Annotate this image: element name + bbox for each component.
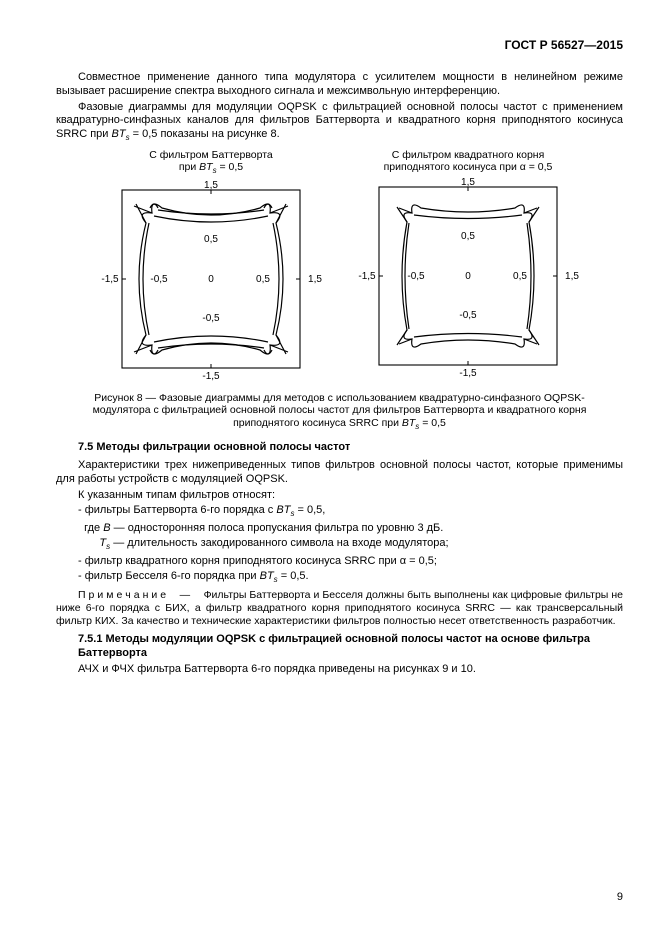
- filter-item-srrc: - фильтр квадратного корня приподнятого …: [78, 555, 623, 569]
- svg-text:0,5: 0,5: [461, 231, 475, 242]
- svg-text:-0,5: -0,5: [407, 271, 425, 282]
- phase-svg-srrc: 1,5 0,5 0 -0,5 -1,5 -1,5 -0,5 0,5 1,5: [349, 175, 587, 383]
- paragraph-2: Фазовые диаграммы для модуляции OQPSK с …: [56, 101, 623, 144]
- svg-text:-1,5: -1,5: [459, 368, 477, 379]
- section-7-5-title: 7.5 Методы фильтрации основной полосы ча…: [78, 441, 623, 455]
- where-Ts: Ts — длительность закодированного символ…: [78, 537, 623, 552]
- svg-text:-0,5: -0,5: [150, 274, 168, 285]
- paragraph-3: Характеристики трех нижеприведенных типо…: [56, 459, 623, 487]
- svg-text:-0,5: -0,5: [202, 313, 220, 324]
- filter-item-butterworth: - фильтры Баттерворта 6-го порядка с BTs…: [78, 504, 623, 519]
- svg-text:-1,5: -1,5: [358, 271, 376, 282]
- section-7-5-1-title: 7.5.1 Методы модуляции OQPSK с фильтраци…: [78, 633, 623, 661]
- svg-text:-1,5: -1,5: [101, 274, 119, 285]
- svg-text:0: 0: [208, 274, 214, 285]
- svg-text:-0,5: -0,5: [459, 310, 477, 321]
- svg-text:0,5: 0,5: [204, 234, 218, 245]
- page: ГОСТ Р 56527—2015 Совместное применение …: [0, 0, 661, 935]
- paragraph-1: Совместное применение данного типа модул…: [56, 71, 623, 99]
- svg-text:0,5: 0,5: [256, 274, 270, 285]
- svg-text:0,5: 0,5: [513, 271, 527, 282]
- paragraph-4: К указанным типам фильтров относят:: [56, 489, 623, 503]
- svg-text:1,5: 1,5: [565, 271, 579, 282]
- filter-item-bessel: - фильтр Бесселя 6-го порядка при BTs = …: [78, 570, 623, 585]
- svg-text:0: 0: [465, 271, 471, 282]
- diagram-butterworth: С фильтром Баттерворта при BTs = 0,5 1,5…: [92, 149, 330, 385]
- para2-text-b: = 0,5 показаны на рисунке 8.: [130, 128, 280, 140]
- diag2-title: С фильтром квадратного корня приподнятог…: [349, 149, 587, 173]
- paragraph-5: АЧХ и ФЧХ фильтра Баттерворта 6-го поряд…: [56, 663, 623, 677]
- svg-text:1,5: 1,5: [204, 180, 218, 191]
- svg-text:1,5: 1,5: [308, 274, 322, 285]
- where-B: где B — односторонняя полоса пропускания…: [78, 522, 623, 536]
- phase-svg-butterworth: 1,5 0,5 0 -0,5 -1,5 -1,5 -0,5 0,5 1,5: [92, 178, 330, 386]
- page-number: 9: [617, 891, 623, 905]
- svg-text:1,5: 1,5: [461, 177, 475, 188]
- diag1-title: С фильтром Баттерворта при BTs = 0,5: [92, 149, 330, 175]
- header-standard-code: ГОСТ Р 56527—2015: [56, 38, 623, 53]
- figure-8-caption: Рисунок 8 — Фазовые диаграммы для методо…: [74, 392, 605, 432]
- figure-8-container: С фильтром Баттерворта при BTs = 0,5 1,5…: [92, 149, 587, 385]
- svg-text:-1,5: -1,5: [202, 371, 220, 382]
- diagram-srrc: С фильтром квадратного корня приподнятог…: [349, 149, 587, 385]
- note: П р и м е ч а н и е — Фильтры Баттерворт…: [56, 589, 623, 627]
